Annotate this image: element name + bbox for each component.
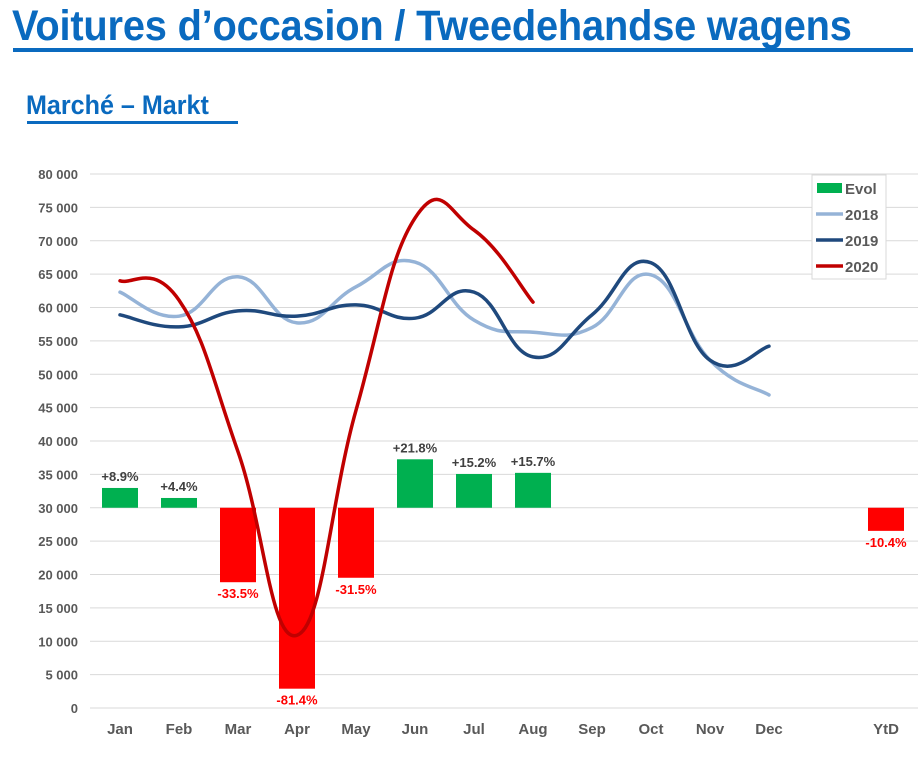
legend-label: Evol	[845, 181, 877, 198]
evol-label: +8.9%	[101, 469, 139, 484]
evol-label: -31.5%	[335, 582, 377, 597]
evol-bar	[397, 459, 433, 508]
y-tick-label: 65 000	[38, 267, 78, 282]
x-tick-label: Mar	[225, 721, 252, 738]
x-tick-label: Apr	[284, 721, 310, 738]
line-2020	[118, 197, 535, 638]
y-tick-label: 45 000	[38, 401, 78, 416]
legend-label: 2019	[845, 233, 878, 250]
y-axis-labels: 0 5 000 10 000 15 000 20 000 25 000 30 000 35 0…	[38, 167, 78, 716]
evol-label: -81.4%	[276, 693, 318, 708]
x-tick-label: YtD	[873, 721, 899, 738]
x-tick-label: Jan	[107, 721, 133, 738]
y-tick-label: 0	[71, 701, 78, 716]
evol-bars	[102, 459, 904, 689]
section-subtitle: Marché – Markt	[26, 90, 209, 120]
y-tick-label: 30 000	[38, 501, 78, 516]
x-tick-label: Feb	[166, 721, 193, 738]
y-tick-label: 55 000	[38, 334, 78, 349]
evol-label: +15.2%	[452, 455, 497, 470]
evol-bar	[161, 497, 197, 508]
evol-bar	[338, 507, 374, 578]
evol-bar	[456, 473, 492, 508]
x-tick-label: Jul	[463, 721, 485, 738]
y-tick-label: 40 000	[38, 434, 78, 449]
legend-label: 2020	[845, 259, 878, 276]
evol-bar	[868, 507, 904, 531]
y-tick-label: 25 000	[38, 534, 78, 549]
x-tick-label: Nov	[696, 721, 725, 738]
year-lines	[118, 197, 771, 638]
legend-label: 2018	[845, 207, 878, 224]
legend-swatch-evol	[817, 183, 842, 193]
line-2018	[118, 258, 771, 397]
x-tick-label: Aug	[518, 721, 547, 738]
y-tick-label: 15 000	[38, 601, 78, 616]
evol-label: -10.4%	[865, 535, 907, 550]
y-tick-label: 50 000	[38, 367, 78, 382]
x-tick-label: May	[341, 721, 371, 738]
y-tick-label: 80 000	[38, 167, 78, 182]
subtitle-underline	[27, 121, 238, 124]
x-tick-label: Jun	[402, 721, 429, 738]
y-tick-label: 60 000	[38, 301, 78, 316]
legend: Evol 2018 2019 2020	[811, 174, 887, 280]
line-2019	[118, 259, 771, 368]
y-tick-label: 35 000	[38, 467, 78, 482]
x-axis-labels: Jan Feb Mar Apr May Jun Jul Aug Sep Oct Nov Dec YtD	[107, 721, 899, 738]
y-tick-label: 5 000	[45, 668, 78, 683]
x-tick-label: Sep	[578, 721, 606, 738]
x-tick-label: Oct	[638, 721, 663, 738]
evol-bar	[279, 507, 315, 689]
page-title: Voitures d’occasion / Tweedehandse wagen…	[12, 2, 852, 50]
evol-bar	[220, 507, 256, 583]
x-tick-label: Dec	[755, 721, 783, 738]
evol-bar	[515, 472, 551, 508]
evol-label: +21.8%	[393, 440, 438, 455]
y-tick-label: 20 000	[38, 568, 78, 583]
gridlines	[90, 173, 918, 709]
y-tick-label: 10 000	[38, 634, 78, 649]
evol-label: -33.5%	[217, 586, 259, 601]
evol-bar	[102, 487, 138, 508]
title-underline	[13, 48, 913, 52]
evol-label: +4.4%	[160, 479, 198, 494]
evol-label: +15.7%	[511, 454, 556, 469]
y-tick-label: 70 000	[38, 234, 78, 249]
y-tick-label: 75 000	[38, 200, 78, 215]
evol-labels: +8.9% +4.4% -33.5% -81.4% -31.5% +21.8% +15.2%…	[101, 440, 907, 707]
